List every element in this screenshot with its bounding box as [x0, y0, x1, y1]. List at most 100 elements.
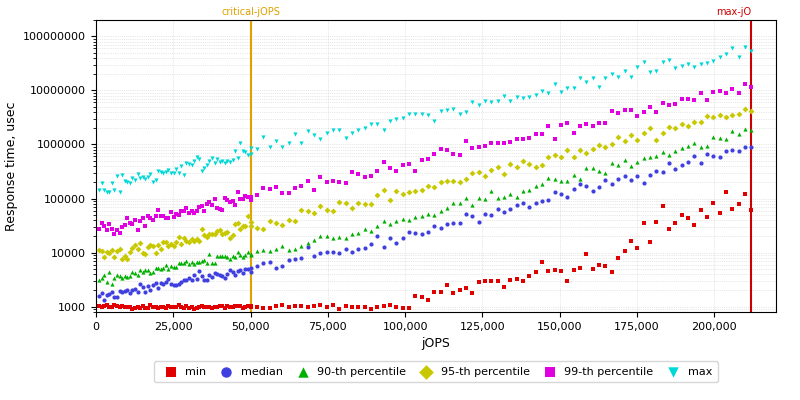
- max: [567, 84, 580, 91]
- 90-th percentile: [175, 260, 188, 266]
- median: [170, 282, 182, 288]
- 99-th percentile: [226, 197, 239, 204]
- min: [257, 304, 270, 311]
- min: [510, 276, 523, 282]
- min: [121, 304, 134, 310]
- median: [116, 288, 129, 295]
- 90-th percentile: [224, 256, 237, 262]
- 90-th percentile: [409, 214, 422, 220]
- 90-th percentile: [567, 172, 580, 178]
- 95-th percentile: [167, 242, 180, 249]
- 90-th percentile: [574, 175, 586, 182]
- 95-th percentile: [108, 254, 121, 261]
- 90-th percentile: [180, 258, 193, 264]
- max: [167, 170, 180, 176]
- 95-th percentile: [139, 250, 152, 257]
- 90-th percentile: [239, 252, 252, 258]
- median: [485, 212, 498, 218]
- 95-th percentile: [339, 200, 352, 207]
- 99-th percentile: [460, 138, 473, 144]
- 95-th percentile: [98, 254, 110, 260]
- max: [618, 68, 631, 74]
- min: [224, 304, 237, 310]
- min: [333, 306, 346, 312]
- 95-th percentile: [226, 232, 239, 238]
- 90-th percentile: [118, 273, 131, 280]
- 99-th percentile: [250, 192, 263, 198]
- max: [669, 64, 682, 71]
- 99-th percentile: [606, 108, 618, 114]
- 99-th percentile: [190, 208, 203, 214]
- 95-th percentile: [434, 179, 447, 185]
- max: [295, 140, 308, 146]
- median: [694, 160, 707, 166]
- min: [466, 290, 478, 296]
- 99-th percentile: [339, 179, 352, 186]
- min: [409, 293, 422, 300]
- min: [460, 285, 473, 292]
- min: [123, 303, 136, 310]
- max: [185, 161, 198, 168]
- median: [491, 206, 504, 212]
- 95-th percentile: [146, 243, 159, 250]
- max: [650, 68, 662, 74]
- 90-th percentile: [498, 194, 510, 200]
- min: [134, 304, 146, 311]
- 95-th percentile: [561, 147, 574, 154]
- 99-th percentile: [216, 207, 229, 213]
- 99-th percentile: [126, 221, 139, 227]
- 90-th percentile: [95, 275, 108, 281]
- min: [669, 220, 682, 226]
- 90-th percentile: [188, 261, 201, 267]
- 95-th percentile: [548, 152, 561, 158]
- 99-th percentile: [242, 193, 254, 200]
- min: [643, 239, 656, 245]
- min: [580, 250, 593, 257]
- 95-th percentile: [182, 238, 195, 245]
- min: [216, 303, 229, 310]
- max: [466, 98, 478, 105]
- max: [523, 93, 536, 100]
- 95-th percentile: [409, 188, 422, 194]
- min: [244, 303, 257, 309]
- 90-th percentile: [116, 275, 129, 281]
- 99-th percentile: [98, 223, 110, 230]
- 95-th percentile: [149, 250, 162, 256]
- max: [172, 170, 185, 176]
- median: [195, 273, 208, 279]
- max: [738, 44, 751, 51]
- median: [504, 206, 517, 212]
- 95-th percentile: [244, 219, 257, 225]
- 90-th percentile: [339, 235, 352, 241]
- 99-th percentile: [170, 210, 182, 217]
- median: [172, 281, 185, 288]
- 99-th percentile: [554, 122, 567, 128]
- max: [110, 173, 123, 180]
- min: [195, 303, 208, 309]
- median: [263, 259, 276, 266]
- median: [123, 290, 136, 296]
- 90-th percentile: [190, 258, 203, 265]
- 95-th percentile: [510, 164, 523, 170]
- 95-th percentile: [320, 206, 333, 213]
- median: [402, 228, 415, 235]
- 90-th percentile: [662, 152, 675, 158]
- 99-th percentile: [447, 150, 460, 157]
- median: [498, 209, 510, 215]
- 90-th percentile: [131, 272, 144, 278]
- max: [675, 63, 688, 69]
- max: [713, 54, 726, 60]
- max: [682, 61, 694, 68]
- max: [580, 79, 593, 86]
- 95-th percentile: [352, 200, 365, 206]
- max: [98, 187, 110, 193]
- 90-th percentile: [295, 242, 308, 249]
- median: [95, 289, 108, 296]
- 99-th percentile: [193, 204, 206, 211]
- min: [301, 304, 314, 310]
- min: [434, 289, 447, 295]
- max: [203, 158, 216, 164]
- 99-th percentile: [123, 220, 136, 226]
- 95-th percentile: [719, 114, 732, 120]
- min: [146, 304, 159, 310]
